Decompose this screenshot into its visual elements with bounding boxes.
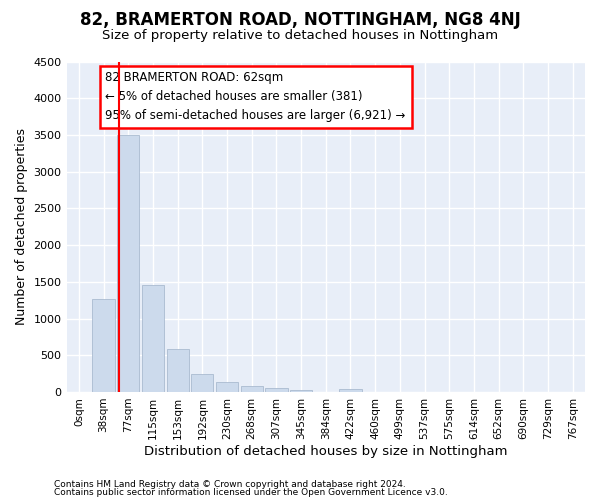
Bar bbox=[265, 388, 287, 392]
Bar bbox=[241, 386, 263, 392]
Text: 82 BRAMERTON ROAD: 62sqm
← 5% of detached houses are smaller (381)
95% of semi-d: 82 BRAMERTON ROAD: 62sqm ← 5% of detache… bbox=[106, 72, 406, 122]
Bar bbox=[117, 135, 139, 392]
Bar bbox=[142, 286, 164, 392]
Text: 82, BRAMERTON ROAD, NOTTINGHAM, NG8 4NJ: 82, BRAMERTON ROAD, NOTTINGHAM, NG8 4NJ bbox=[80, 11, 520, 29]
Bar bbox=[191, 374, 214, 392]
Text: Contains public sector information licensed under the Open Government Licence v3: Contains public sector information licen… bbox=[54, 488, 448, 497]
Text: Contains HM Land Registry data © Crown copyright and database right 2024.: Contains HM Land Registry data © Crown c… bbox=[54, 480, 406, 489]
Bar bbox=[167, 350, 189, 392]
Bar bbox=[216, 382, 238, 392]
Bar bbox=[92, 298, 115, 392]
Bar bbox=[340, 389, 362, 392]
Bar bbox=[290, 390, 312, 392]
Text: Size of property relative to detached houses in Nottingham: Size of property relative to detached ho… bbox=[102, 29, 498, 42]
Y-axis label: Number of detached properties: Number of detached properties bbox=[15, 128, 28, 325]
X-axis label: Distribution of detached houses by size in Nottingham: Distribution of detached houses by size … bbox=[144, 444, 508, 458]
